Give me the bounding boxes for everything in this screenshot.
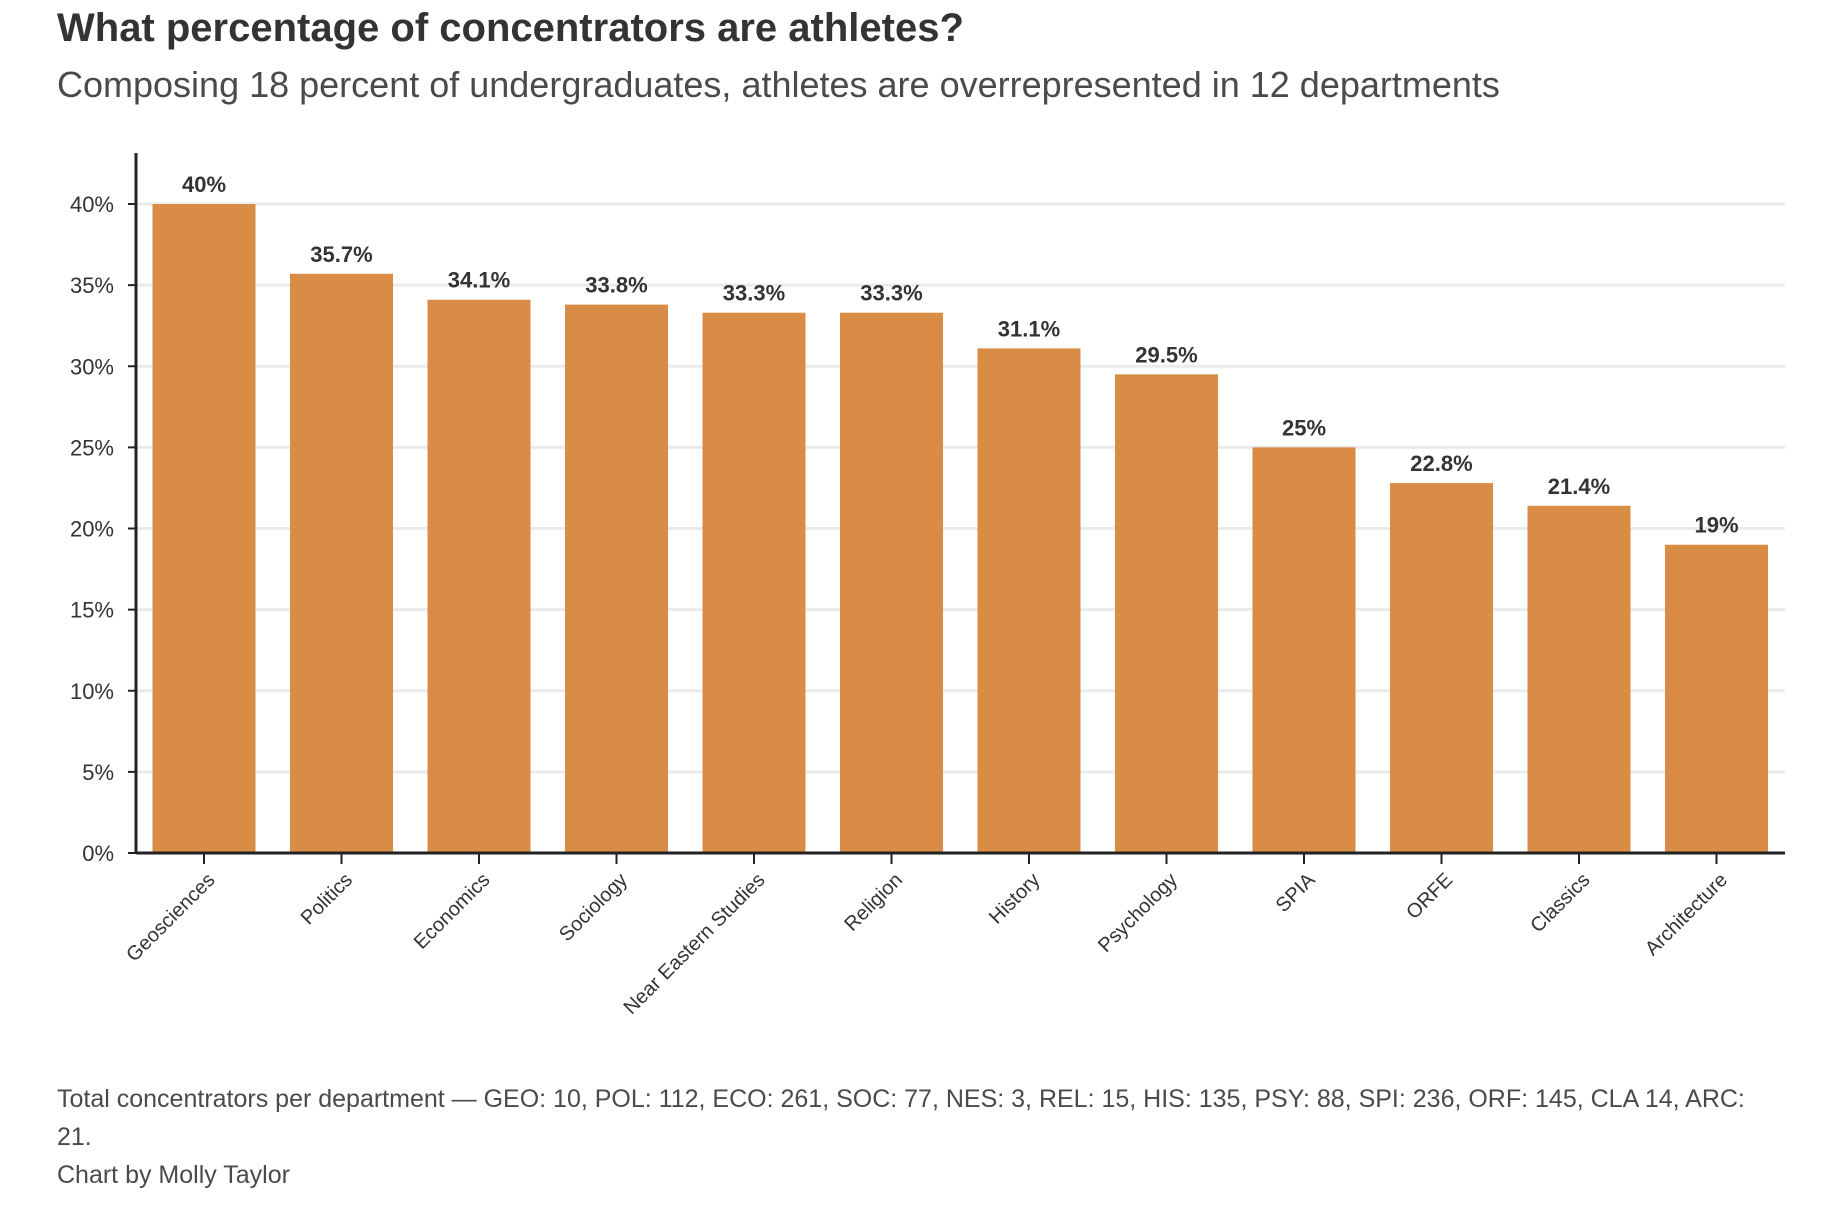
data-label: 33.3%: [860, 281, 922, 306]
chart-footer: Total concentrators per department — GEO…: [57, 1080, 1777, 1194]
x-tick-label: Psychology: [1094, 869, 1182, 957]
chart-credit: Chart by Molly Taylor: [57, 1161, 290, 1189]
bar: [1527, 505, 1631, 853]
bar: [565, 304, 668, 854]
data-label: 29.5%: [1135, 342, 1197, 367]
data-label: 34.1%: [448, 268, 510, 293]
x-tick-label: Geosciences: [122, 869, 219, 966]
chart-title: What percentage of concentrators are ath…: [57, 6, 964, 50]
y-tick-label: 20%: [70, 517, 114, 542]
chart-subtitle: Composing 18 percent of undergraduates, …: [57, 64, 1500, 105]
bar: [840, 312, 943, 853]
bar: [1252, 447, 1356, 853]
x-tick-label: Architecture: [1641, 869, 1732, 960]
y-tick-label: 5%: [82, 760, 114, 785]
data-label: 35.7%: [310, 242, 372, 267]
bar-chart: 0% 5% 10% 15% 20% 25% 30% 35% 40% 40% Geosciences 3…: [70, 153, 1785, 1019]
y-tick-label: 0%: [82, 841, 114, 866]
bar: [1665, 544, 1768, 853]
concentrator-totals-note: Total concentrators per department — GEO…: [57, 1085, 1745, 1151]
data-label: 31.1%: [998, 316, 1060, 341]
bar: [427, 299, 531, 853]
y-tick-label: 30%: [70, 354, 114, 379]
bar: [290, 273, 393, 854]
bar: [702, 312, 806, 853]
data-label: 19%: [1694, 513, 1738, 538]
x-tick-label: Near Eastern Studies: [620, 869, 770, 1019]
y-tick-label: 10%: [70, 679, 114, 704]
x-tick-label: Classics: [1526, 869, 1594, 937]
data-label: 40%: [182, 172, 226, 197]
y-tick-label: 15%: [70, 598, 114, 623]
x-tick-label: Religion: [840, 869, 907, 936]
y-tick-label: 25%: [70, 435, 114, 460]
y-tick-label: 40%: [70, 192, 114, 217]
bar: [1390, 483, 1493, 853]
x-tick-label: Sociology: [555, 869, 632, 946]
data-label: 33.3%: [723, 281, 785, 306]
data-label: 21.4%: [1548, 474, 1610, 499]
bar: [152, 204, 256, 853]
bar: [977, 348, 1081, 853]
data-label: 33.8%: [585, 273, 647, 298]
bar: [1115, 374, 1218, 853]
data-label: 25%: [1282, 415, 1326, 440]
x-tick-label: SPIA: [1272, 869, 1320, 917]
x-tick-label: Economics: [410, 869, 495, 954]
data-label: 22.8%: [1410, 451, 1472, 476]
x-tick-label: Politics: [297, 869, 357, 929]
x-tick-label: History: [985, 869, 1045, 929]
x-tick-label: ORFE: [1402, 869, 1457, 924]
y-tick-label: 35%: [70, 273, 114, 298]
